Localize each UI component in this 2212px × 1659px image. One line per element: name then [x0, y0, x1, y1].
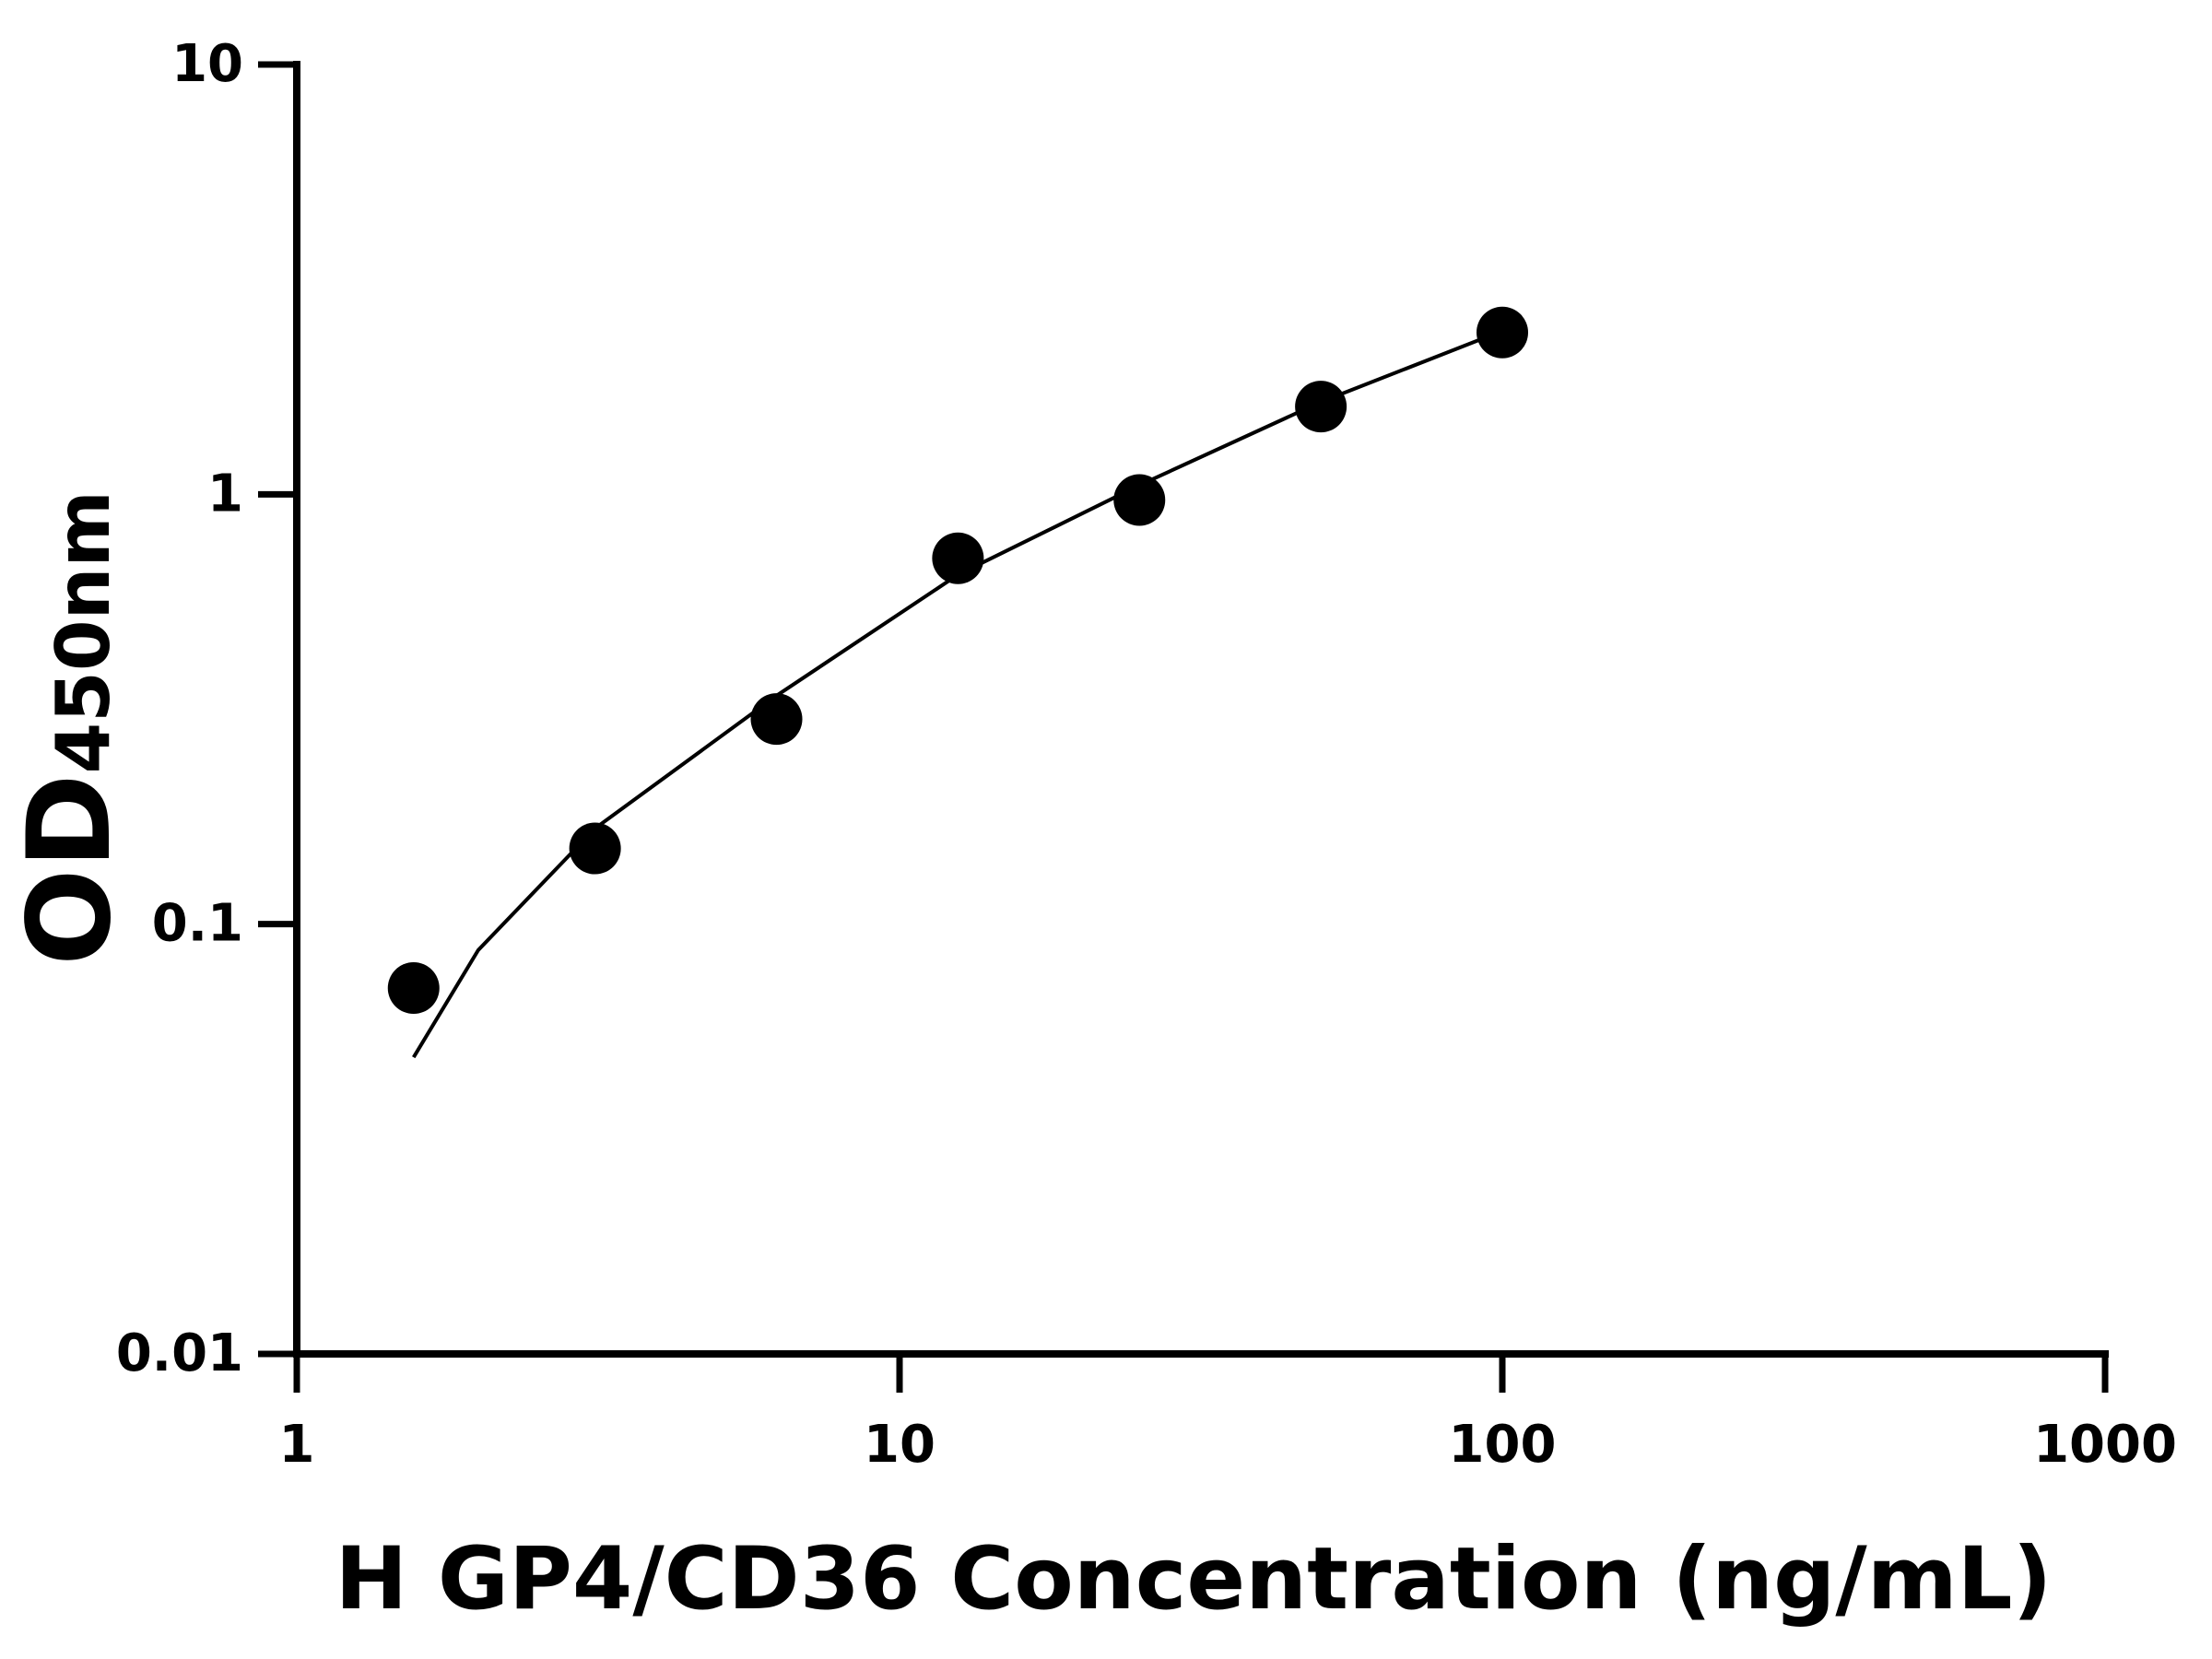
y-axis-title: OD450nm — [4, 490, 136, 966]
x-tick-label: 100 — [1449, 1415, 1557, 1475]
x-tick-label: 1000 — [2033, 1415, 2177, 1475]
x-tick-label: 1 — [279, 1415, 315, 1475]
x-axis-title: H GP4/CD36 Concentration (ng/mL) — [335, 1529, 2052, 1630]
y-tick-label: 0.1 — [152, 894, 243, 954]
data-point — [387, 962, 440, 1015]
data-point — [1295, 381, 1347, 433]
data-point — [1113, 474, 1166, 526]
y-axis-title-main: OD — [4, 773, 136, 965]
data-point — [750, 693, 803, 746]
y-tick-label: 0.01 — [116, 1324, 243, 1383]
x-tick-label: 10 — [864, 1415, 935, 1475]
fit-curve — [412, 329, 1503, 1059]
y-axis-title-sub: 450nm — [41, 490, 126, 773]
data-point — [569, 822, 621, 875]
data-point — [932, 532, 984, 584]
y-tick-label: 10 — [171, 34, 243, 94]
y-tick-label: 1 — [207, 464, 243, 524]
